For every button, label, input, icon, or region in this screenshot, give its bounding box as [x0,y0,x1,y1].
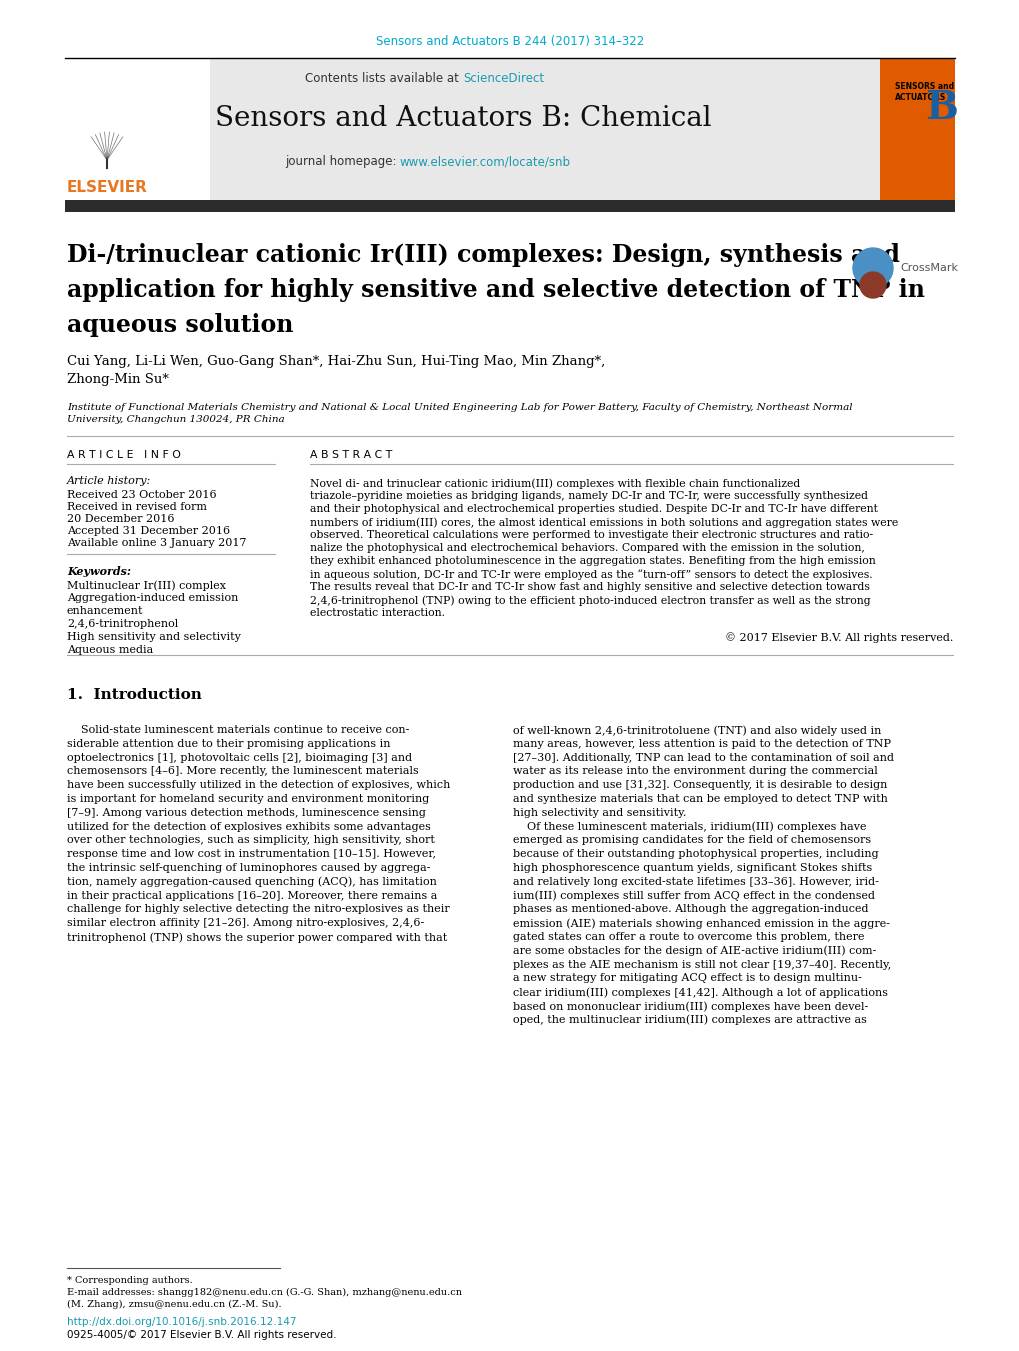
Text: Accepted 31 December 2016: Accepted 31 December 2016 [67,526,230,536]
Text: Article history:: Article history: [67,476,151,486]
Text: they exhibit enhanced photoluminescence in the aggregation states. Benefiting fr: they exhibit enhanced photoluminescence … [310,557,875,566]
Text: emission (AIE) materials showing enhanced emission in the aggre-: emission (AIE) materials showing enhance… [513,919,890,928]
Text: 1.  Introduction: 1. Introduction [67,688,202,703]
Text: similar electron affinity [21–26]. Among nitro-explosives, 2,4,6-: similar electron affinity [21–26]. Among… [67,919,424,928]
Text: E-mail addresses: shangg182@nenu.edu.cn (G.-G. Shan), mzhang@nenu.edu.cn: E-mail addresses: shangg182@nenu.edu.cn … [67,1288,462,1297]
Text: The results reveal that DC-Ir and TC-Ir show fast and highly sensitive and selec: The results reveal that DC-Ir and TC-Ir … [310,582,869,592]
Bar [65,200,954,212]
Text: Keywords:: Keywords: [67,566,130,577]
Text: in their practical applications [16–20]. Moreover, there remains a: in their practical applications [16–20].… [67,890,437,901]
Text: and their photophysical and electrochemical properties studied. Despite DC-Ir an: and their photophysical and electrochemi… [310,504,877,513]
Text: ScienceDirect: ScienceDirect [463,72,543,85]
Circle shape [859,272,886,299]
Text: and synthesize materials that can be employed to detect TNP with: and synthesize materials that can be emp… [513,794,887,804]
Text: gated states can offer a route to overcome this problem, there: gated states can offer a route to overco… [513,932,864,942]
Text: Received in revised form: Received in revised form [67,503,207,512]
Text: the intrinsic self-quenching of luminophores caused by aggrega-: the intrinsic self-quenching of luminoph… [67,863,430,873]
Text: Sensors and Actuators B: Chemical: Sensors and Actuators B: Chemical [214,104,710,131]
Text: phases as mentioned-above. Although the aggregation-induced: phases as mentioned-above. Although the … [513,904,867,915]
Text: trinitrophenol (TNP) shows the superior power compared with that: trinitrophenol (TNP) shows the superior … [67,932,446,943]
Text: response time and low cost in instrumentation [10–15]. However,: response time and low cost in instrument… [67,850,435,859]
Text: utilized for the detection of explosives exhibits some advantages: utilized for the detection of explosives… [67,821,430,832]
Text: are some obstacles for the design of AIE-active iridium(III) com-: are some obstacles for the design of AIE… [513,946,875,957]
Text: © 2017 Elsevier B.V. All rights reserved.: © 2017 Elsevier B.V. All rights reserved… [723,632,952,643]
Text: B: B [924,89,958,127]
Text: www.elsevier.com/locate/snb: www.elsevier.com/locate/snb [399,155,571,169]
Text: Di-/trinuclear cationic Ir(III) complexes: Design, synthesis and: Di-/trinuclear cationic Ir(III) complexe… [67,243,899,267]
Text: application for highly sensitive and selective detection of TNP in: application for highly sensitive and sel… [67,278,924,303]
Text: [7–9]. Among various detection methods, luminescence sensing: [7–9]. Among various detection methods, … [67,808,426,817]
Text: (M. Zhang), zmsu@nenu.edu.cn (Z.-M. Su).: (M. Zhang), zmsu@nenu.edu.cn (Z.-M. Su). [67,1300,281,1309]
Text: ium(III) complexes still suffer from ACQ effect in the condensed: ium(III) complexes still suffer from ACQ… [513,890,874,901]
Bar [65,58,884,200]
Text: ELSEVIER: ELSEVIER [66,181,148,196]
Text: Cui Yang, Li-Li Wen, Guo-Gang Shan*, Hai-Zhu Sun, Hui-Ting Mao, Min Zhang*,: Cui Yang, Li-Li Wen, Guo-Gang Shan*, Hai… [67,355,604,369]
Text: journal homepage:: journal homepage: [284,155,399,169]
Text: Received 23 October 2016: Received 23 October 2016 [67,490,216,500]
Text: plexes as the AIE mechanism is still not clear [19,37–40]. Recently,: plexes as the AIE mechanism is still not… [513,959,891,970]
Text: http://dx.doi.org/10.1016/j.snb.2016.12.147: http://dx.doi.org/10.1016/j.snb.2016.12.… [67,1317,297,1327]
Text: Sensors and Actuators B 244 (2017) 314–322: Sensors and Actuators B 244 (2017) 314–3… [376,35,643,49]
Text: Of these luminescent materials, iridium(III) complexes have: Of these luminescent materials, iridium(… [513,821,866,832]
Text: Institute of Functional Materials Chemistry and National & Local United Engineer: Institute of Functional Materials Chemis… [67,403,852,412]
Text: A B S T R A C T: A B S T R A C T [310,450,392,459]
Text: 0925-4005/© 2017 Elsevier B.V. All rights reserved.: 0925-4005/© 2017 Elsevier B.V. All right… [67,1329,336,1340]
Text: [27–30]. Additionally, TNP can lead to the contamination of soil and: [27–30]. Additionally, TNP can lead to t… [513,753,893,762]
Text: 20 December 2016: 20 December 2016 [67,513,174,524]
Text: observed. Theoretical calculations were performed to investigate their electroni: observed. Theoretical calculations were … [310,530,872,540]
Circle shape [852,249,892,288]
Text: because of their outstanding photophysical properties, including: because of their outstanding photophysic… [513,850,877,859]
Text: high phosphorescence quantum yields, significant Stokes shifts: high phosphorescence quantum yields, sig… [513,863,871,873]
Text: siderable attention due to their promising applications in: siderable attention due to their promisi… [67,739,390,748]
Text: is important for homeland security and environment monitoring: is important for homeland security and e… [67,794,429,804]
Bar [65,58,210,200]
Text: numbers of iridium(III) cores, the almost identical emissions in both solutions : numbers of iridium(III) cores, the almos… [310,517,898,527]
Text: Aqueous media: Aqueous media [67,644,153,655]
Text: oped, the multinuclear iridium(III) complexes are attractive as: oped, the multinuclear iridium(III) comp… [513,1015,866,1025]
Text: 2,4,6-trinitrophenol (TNP) owing to the efficient photo-induced electron transfe: 2,4,6-trinitrophenol (TNP) owing to the … [310,594,870,605]
Text: Novel di- and trinuclear cationic iridium(III) complexes with flexible chain fun: Novel di- and trinuclear cationic iridiu… [310,478,800,489]
Text: * Corresponding authors.: * Corresponding authors. [67,1275,193,1285]
Text: CrossMark: CrossMark [899,263,957,273]
Text: water as its release into the environment during the commercial: water as its release into the environmen… [513,766,877,777]
Text: optoelectronics [1], photovoltaic cells [2], bioimaging [3] and: optoelectronics [1], photovoltaic cells … [67,753,412,762]
Text: based on mononuclear iridium(III) complexes have been devel-: based on mononuclear iridium(III) comple… [513,1001,867,1012]
Bar [879,58,954,200]
Text: aqueous solution: aqueous solution [67,313,293,336]
Text: emerged as promising candidates for the field of chemosensors: emerged as promising candidates for the … [513,835,870,846]
Text: have been successfully utilized in the detection of explosives, which: have been successfully utilized in the d… [67,780,450,790]
Text: challenge for highly selective detecting the nitro-explosives as their: challenge for highly selective detecting… [67,904,449,915]
Text: Available online 3 January 2017: Available online 3 January 2017 [67,538,247,549]
Text: Multinuclear Ir(III) complex: Multinuclear Ir(III) complex [67,580,226,590]
Text: enhancement: enhancement [67,607,144,616]
Text: electrostatic interaction.: electrostatic interaction. [310,608,444,617]
Text: chemosensors [4–6]. More recently, the luminescent materials: chemosensors [4–6]. More recently, the l… [67,766,419,777]
Text: production and use [31,32]. Consequently, it is desirable to design: production and use [31,32]. Consequently… [513,780,887,790]
Text: in aqueous solution, DC-Ir and TC-Ir were employed as the “turn-off” sensors to : in aqueous solution, DC-Ir and TC-Ir wer… [310,569,872,580]
Text: tion, namely aggregation-caused quenching (ACQ), has limitation: tion, namely aggregation-caused quenchin… [67,877,436,888]
Text: high selectivity and sensitivity.: high selectivity and sensitivity. [513,808,686,817]
Text: Solid-state luminescent materials continue to receive con-: Solid-state luminescent materials contin… [67,725,409,735]
Text: many areas, however, less attention is paid to the detection of TNP: many areas, however, less attention is p… [513,739,891,748]
Text: a new strategy for mitigating ACQ effect is to design multinu-: a new strategy for mitigating ACQ effect… [513,974,861,984]
Text: A R T I C L E   I N F O: A R T I C L E I N F O [67,450,180,459]
Text: Aggregation-induced emission: Aggregation-induced emission [67,593,238,603]
Text: nalize the photophysical and electrochemical behaviors. Compared with the emissi: nalize the photophysical and electrochem… [310,543,864,553]
Text: clear iridium(III) complexes [41,42]. Although a lot of applications: clear iridium(III) complexes [41,42]. Al… [513,988,888,998]
Text: of well-known 2,4,6-trinitrotoluene (TNT) and also widely used in: of well-known 2,4,6-trinitrotoluene (TNT… [513,725,880,735]
Text: High sensitivity and selectivity: High sensitivity and selectivity [67,632,240,642]
Text: triazole–pyridine moieties as bridging ligands, namely DC-Ir and TC-Ir, were suc: triazole–pyridine moieties as bridging l… [310,490,867,501]
Text: Contents lists available at: Contents lists available at [305,72,463,85]
Text: and relatively long excited-state lifetimes [33–36]. However, irid-: and relatively long excited-state lifeti… [513,877,878,886]
Text: Zhong-Min Su*: Zhong-Min Su* [67,373,169,386]
Bar [879,58,954,200]
Text: University, Changchun 130024, PR China: University, Changchun 130024, PR China [67,416,284,424]
Text: 2,4,6-trinitrophenol: 2,4,6-trinitrophenol [67,619,178,630]
Text: over other technologies, such as simplicity, high sensitivity, short: over other technologies, such as simplic… [67,835,434,846]
Text: SENSORS and
ACTUATORS: SENSORS and ACTUATORS [894,82,953,101]
